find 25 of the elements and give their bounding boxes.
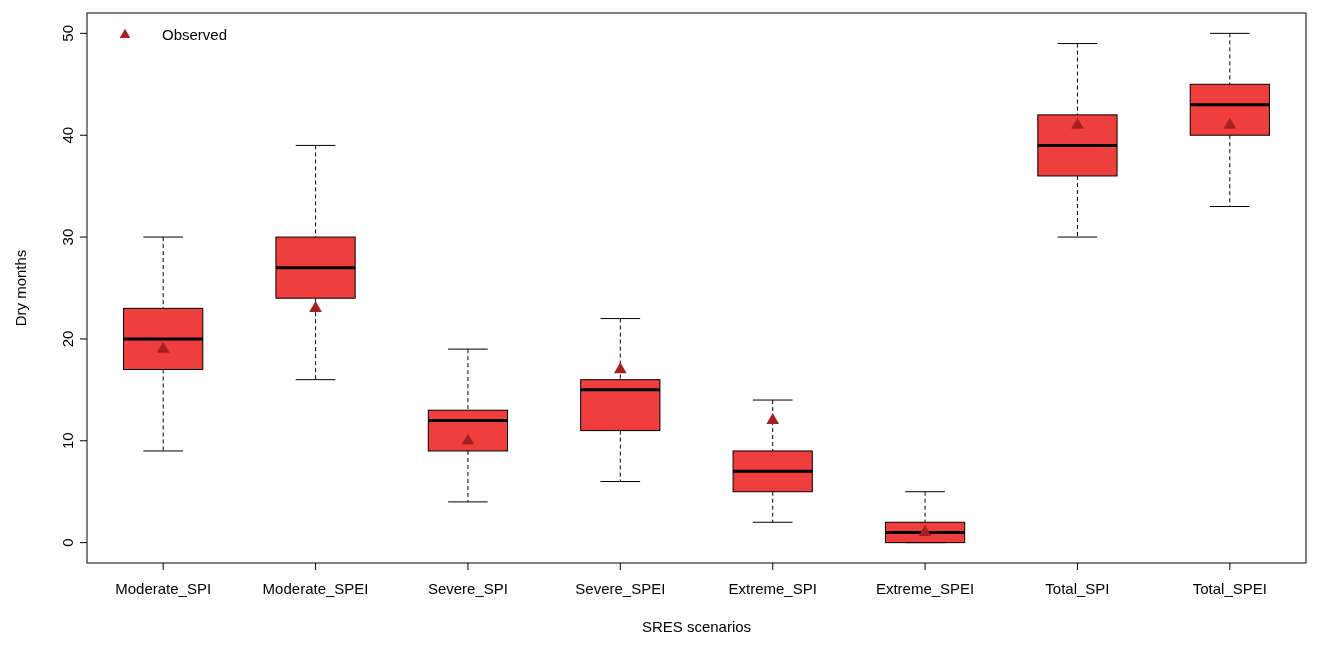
- point: [1071, 117, 1084, 129]
- y-tick-label: 0: [59, 538, 76, 547]
- x-axis-title: SRES scenarios: [641, 618, 752, 635]
- x-tick-label: Severe_SPI: [427, 580, 508, 597]
- point: [613, 362, 627, 374]
- point: [156, 341, 170, 353]
- y-tick-label: 20: [59, 330, 76, 348]
- x-tick-label: Total_SPI: [1045, 580, 1110, 597]
- x-tick-label: Moderate_SPEI: [262, 580, 369, 597]
- y-tick-label: 30: [59, 228, 76, 246]
- x-tick-label: Extreme_SPI: [728, 580, 817, 597]
- point: [766, 413, 780, 425]
- x-tick-label: Extreme_SPEI: [875, 580, 975, 597]
- y-tick-label: 50: [59, 25, 76, 42]
- point: [309, 301, 322, 313]
- legend-label: Observed: [162, 26, 228, 43]
- x-tick-label: Total_SPEI: [1192, 580, 1267, 597]
- x-tick-label: Severe_SPEI: [575, 580, 666, 597]
- y-tick-label: 10: [59, 432, 76, 450]
- point: [461, 433, 475, 445]
- point: [918, 525, 932, 537]
- y-axis-title: Dry months: [12, 249, 29, 327]
- y-tick-label: 40: [59, 126, 76, 144]
- point: [1223, 117, 1237, 129]
- x-tick-label: Moderate_SPI: [115, 580, 212, 597]
